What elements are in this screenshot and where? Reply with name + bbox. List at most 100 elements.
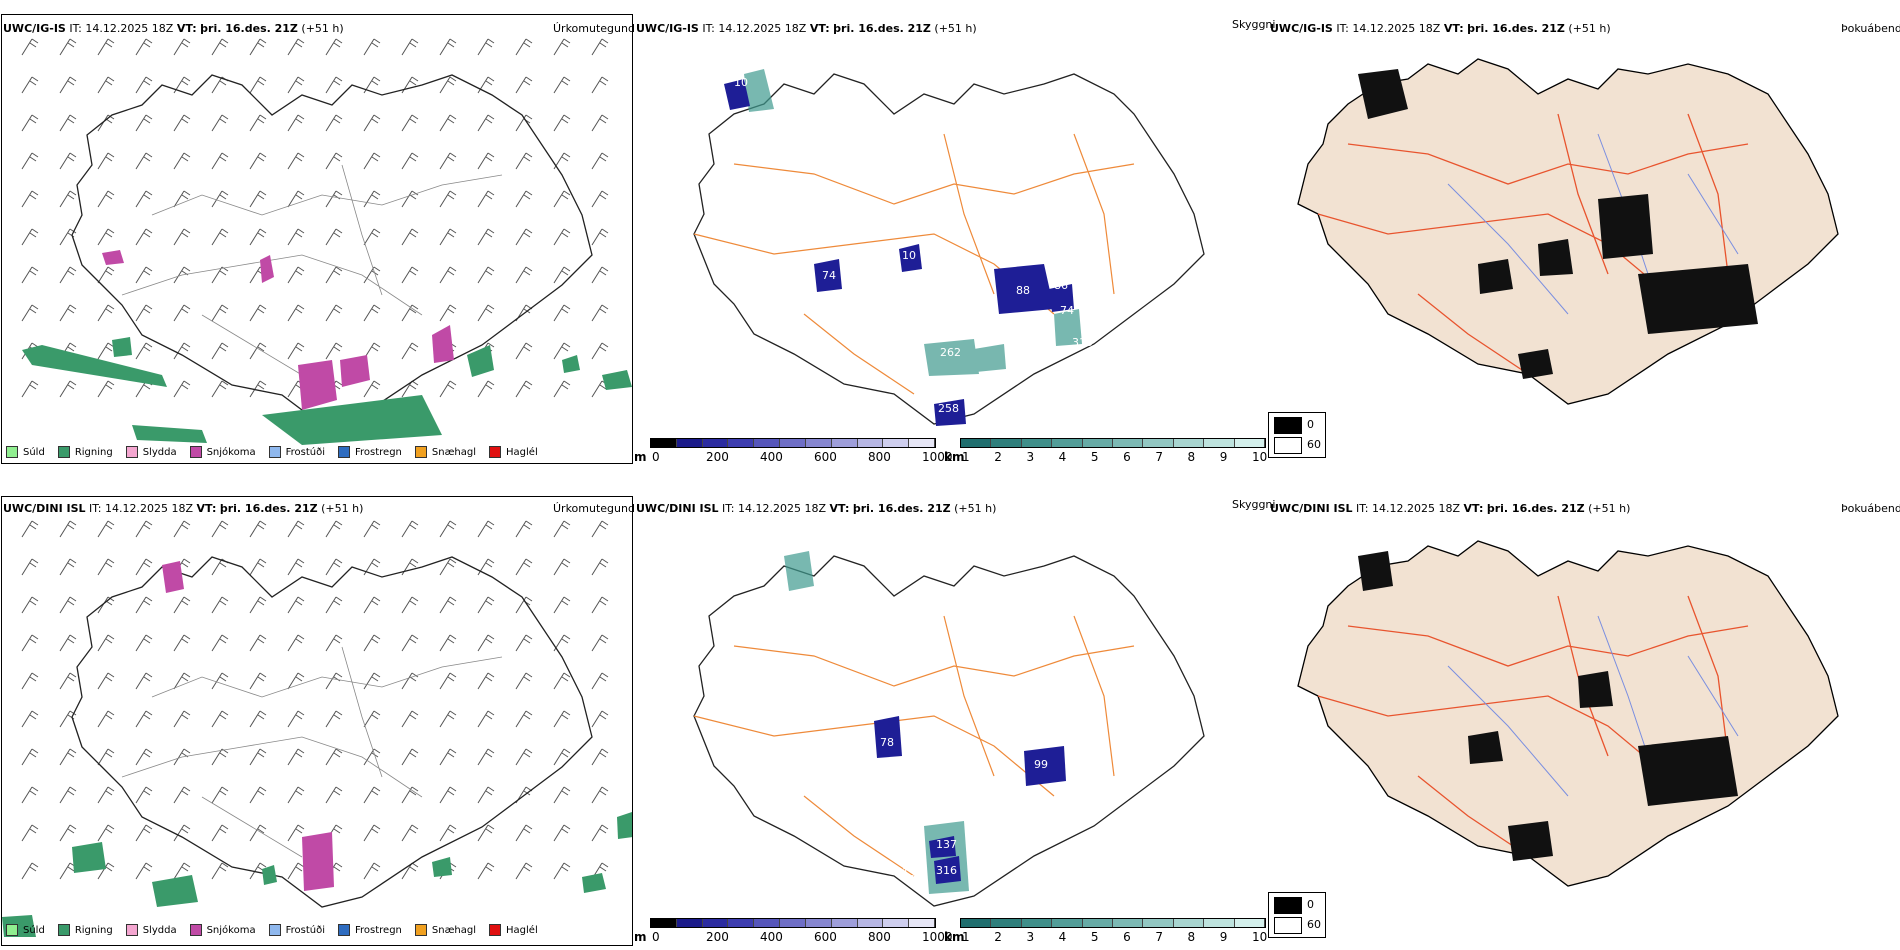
model-name: UWC/DINI ISL (636, 502, 719, 515)
wind-barb (173, 380, 191, 398)
legend-item-snæhagl: Snæhagl (414, 446, 476, 458)
wind-barb (287, 786, 305, 804)
fog-legend-swatch-low (1274, 897, 1302, 914)
wind-barb (173, 38, 191, 56)
wind-barb (287, 672, 305, 690)
wind-barb (21, 862, 39, 880)
wind-barb (59, 152, 77, 170)
wind-barb (401, 228, 419, 246)
wind-barb (553, 672, 571, 690)
model-name: UWC/DINI ISL (3, 502, 86, 515)
wind-barb (249, 304, 267, 322)
fog-title-row2: Þokuábendi (1841, 502, 1900, 515)
wind-barb (515, 824, 533, 842)
wind-barb (553, 342, 571, 360)
wind-barb (363, 710, 381, 728)
wind-barb (363, 380, 381, 398)
wind-barb (21, 596, 39, 614)
wind-barb (135, 824, 153, 842)
colorbar-segment (805, 439, 832, 447)
wind-barb (477, 710, 495, 728)
wind-barb (249, 152, 267, 170)
wind-barb (97, 862, 115, 880)
roads (1317, 595, 1749, 857)
wind-barb (515, 76, 533, 94)
wind-barb (173, 152, 191, 170)
wind-barb (97, 342, 115, 360)
colorbar-segment (1052, 919, 1083, 927)
cloud-map-row2: 78 99 137 316 19 (693, 551, 1205, 907)
wind-barb (401, 634, 419, 652)
fog-legend-row2: 0 60 (1268, 892, 1326, 938)
legend-item-rigning: Rigning (57, 446, 113, 458)
wind-barb (97, 786, 115, 804)
colorbar-segment (1021, 439, 1053, 447)
wind-barb (553, 862, 571, 880)
low-cloud-areas (874, 716, 1066, 884)
vt-value: þri. 16.des. 21Z (1486, 502, 1585, 515)
wind-barb (439, 748, 457, 766)
wind-barb (249, 710, 267, 728)
legend-item-súld: Súld (6, 924, 45, 936)
fog-panel-row1 (1268, 14, 1900, 464)
wind-barb (477, 862, 495, 880)
colorbar-segment (754, 919, 781, 927)
wind-barb (553, 596, 571, 614)
cloud-panel-row1: 10 74 10 88 86 74 262 220 258 315 (634, 14, 1266, 464)
colorbar-tick: 10 (1252, 930, 1268, 944)
legend-swatch (268, 924, 281, 936)
cloud-base-label: 99 (1034, 758, 1048, 771)
fog-dense-areas (1358, 69, 1758, 379)
lead-time: (+51 h) (1588, 502, 1631, 515)
wind-barb (363, 114, 381, 132)
wind-barb (591, 520, 609, 538)
model-name: UWC/DINI ISL (1270, 502, 1353, 515)
wind-barb (401, 520, 419, 538)
wind-barb (21, 304, 39, 322)
vt-value: þri. 16.des. 21Z (219, 502, 318, 515)
wind-barb (363, 38, 381, 56)
legend-label: Rigning (74, 924, 113, 936)
wind-barb (173, 520, 191, 538)
wind-barb (591, 596, 609, 614)
cloud-base-label: 220 (946, 376, 967, 389)
wind-barb (325, 748, 343, 766)
wind-barb (287, 558, 305, 576)
visibility-colorbar-strip (960, 438, 1266, 448)
wind-barb (477, 672, 495, 690)
colorbar-segment (1234, 439, 1266, 447)
wind-barb (59, 786, 77, 804)
wind-barb (401, 342, 419, 360)
wind-barb (59, 266, 77, 284)
panel-header-precip-row1: UWC/IG-IS IT: 14.12.2025 18Z VT: þri. 16… (3, 22, 344, 35)
wind-barb (591, 190, 609, 208)
wind-barb (477, 786, 495, 804)
wind-barb (135, 786, 153, 804)
wind-barb (59, 520, 77, 538)
legend-label: Frostúði (285, 924, 325, 936)
precip-map-row2 (2, 520, 632, 937)
wind-barb (591, 38, 609, 56)
wind-barb (515, 862, 533, 880)
wind-barb (401, 710, 419, 728)
wind-barb (173, 596, 191, 614)
wind-barb (553, 304, 571, 322)
wind-barb (591, 748, 609, 766)
snow-areas (102, 250, 454, 410)
fog-legend-row1: 0 60 (1268, 412, 1326, 458)
wind-barb (591, 558, 609, 576)
cloud-base-label: 86 (1054, 279, 1068, 292)
colorbar-segment (1143, 439, 1174, 447)
wind-barb (97, 558, 115, 576)
it-value: 14.12.2025 18Z (738, 502, 827, 515)
cloud-base-label: 74 (1060, 304, 1074, 317)
legend-swatch (125, 446, 138, 458)
colorbar-tick: 7 (1155, 930, 1163, 944)
fog-legend-swatch-low (1274, 417, 1302, 434)
colorbar-segment (883, 919, 910, 927)
wind-barb (211, 596, 229, 614)
wind-barb (21, 824, 39, 842)
colorbar-tick: 6 (1123, 450, 1131, 464)
wind-barb (325, 672, 343, 690)
wind-barb (97, 710, 115, 728)
